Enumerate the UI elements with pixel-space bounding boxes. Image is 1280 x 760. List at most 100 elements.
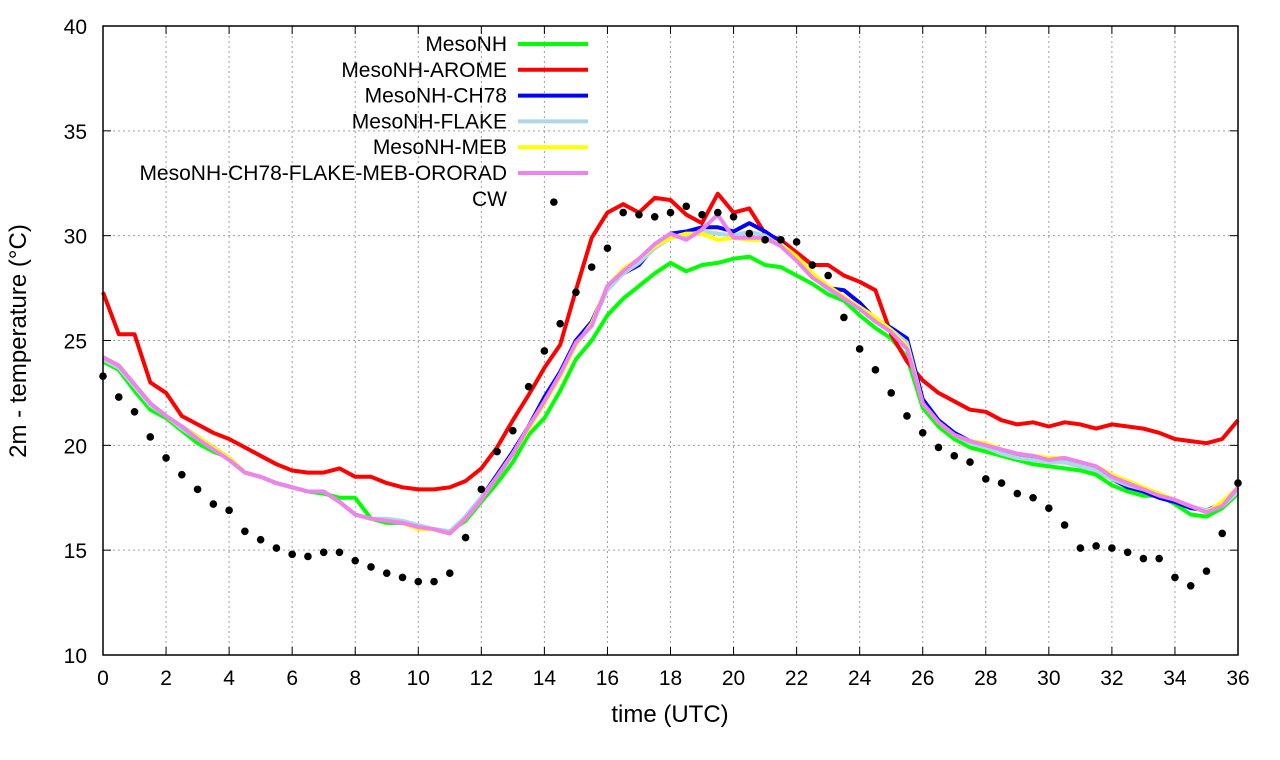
- cw-point: [241, 527, 249, 536]
- cw-point: [1155, 554, 1163, 563]
- cw-point: [950, 452, 959, 460]
- cw-point: [1060, 521, 1069, 529]
- cw-point: [824, 271, 832, 280]
- x-tick-label: 2: [160, 667, 172, 690]
- x-tick-label: 26: [911, 667, 934, 690]
- cw-point: [603, 244, 612, 253]
- x-tick-label: 14: [533, 667, 557, 690]
- cw-point: [540, 347, 549, 355]
- x-tick-label: 18: [659, 667, 682, 690]
- y-axis-label: 2m - temperature (°C): [5, 224, 32, 458]
- cw-point: [304, 552, 312, 561]
- cw-point: [777, 236, 785, 244]
- cw-point: [556, 319, 564, 328]
- cw-point: [414, 577, 423, 586]
- cw-point: [713, 208, 722, 217]
- cw-point: [1013, 489, 1022, 498]
- cw-point: [162, 454, 170, 462]
- cw-point: [509, 426, 517, 435]
- legend-label-cw: CW: [472, 188, 507, 211]
- cw-point: [587, 263, 596, 271]
- cw-point: [430, 577, 438, 586]
- cw-point: [666, 208, 675, 217]
- legend-label-mesonh-flake: MesoNH-FLAKE: [352, 110, 507, 133]
- x-tick-label: 24: [848, 667, 872, 690]
- cw-point: [550, 198, 558, 206]
- x-tick-label: 0: [97, 667, 109, 690]
- cw-point: [382, 569, 391, 578]
- cw-point: [572, 288, 580, 297]
- cw-point: [1045, 504, 1053, 513]
- cw-point: [319, 548, 328, 557]
- cw-point: [461, 533, 470, 542]
- cw-point: [792, 238, 801, 246]
- cw-point: [855, 345, 864, 353]
- legend-label-mesonh-arome: MesoNH-AROME: [341, 59, 507, 82]
- plot-frame: [102, 25, 1239, 656]
- x-axis-label: time (UTC): [611, 701, 728, 728]
- cw-point: [761, 236, 769, 244]
- cw-point: [114, 393, 123, 401]
- x-tick-label: 30: [1037, 667, 1060, 690]
- cw-point: [130, 407, 139, 416]
- cw-point: [966, 458, 974, 466]
- cw-point: [446, 569, 454, 578]
- y-tick-label: 15: [64, 540, 87, 563]
- x-tick-label: 32: [1100, 667, 1123, 690]
- cw-point: [934, 443, 943, 452]
- cw-point: [903, 412, 911, 420]
- cw-point: [1108, 544, 1116, 552]
- cw-point: [745, 229, 754, 238]
- cw-point: [367, 563, 375, 571]
- cw-point: [335, 548, 344, 557]
- y-tick-label: 35: [64, 121, 87, 144]
- cw-point: [477, 485, 486, 494]
- cw-point: [256, 535, 265, 544]
- x-tick-label: 12: [470, 667, 493, 690]
- y-tick-label: 30: [64, 226, 87, 249]
- cw-point: [1076, 544, 1085, 552]
- x-tick-label: 10: [407, 667, 430, 690]
- x-tick-label: 16: [596, 667, 619, 690]
- x-tick-label: 22: [785, 667, 808, 690]
- cw-point: [493, 447, 501, 456]
- tick-labels: 0 2 4 6 8 10 12 14 16 18 20 22 24 26 28 30 32 34 361015202…: [64, 16, 1250, 690]
- x-tick-label: 34: [1163, 667, 1187, 690]
- cw-point: [225, 506, 233, 515]
- cw-point: [1202, 567, 1211, 575]
- cw-point: [1092, 542, 1100, 550]
- cw-point: [887, 389, 895, 397]
- cw-point: [288, 550, 296, 559]
- cw-point: [871, 366, 880, 374]
- cw-point: [1123, 548, 1132, 557]
- x-tick-label: 20: [722, 667, 745, 690]
- legend-label-mesonh: MesoNH: [425, 33, 507, 56]
- x-tick-label: 6: [286, 667, 298, 690]
- cw-point: [682, 202, 691, 211]
- cw-point: [398, 573, 407, 582]
- cw-point: [351, 556, 360, 565]
- series-layer: [99, 191, 1242, 590]
- cw-point: [209, 500, 218, 508]
- cw-point: [729, 212, 738, 221]
- cw-point: [1029, 493, 1037, 502]
- cw-point: [698, 210, 706, 219]
- x-tick-label: 28: [974, 667, 997, 690]
- series-line-mesonh-meb: [102, 231, 1240, 536]
- cw-point: [272, 544, 281, 552]
- y-tick-label: 40: [64, 16, 87, 39]
- cw-point: [1139, 554, 1148, 563]
- legend-label-mesonh-ch78-flake-meb-ororad: MesoNH-CH78-FLAKE-MEB-ORORAD: [139, 162, 507, 185]
- cw-point: [178, 470, 186, 479]
- cw-point: [619, 208, 628, 217]
- cw-point: [146, 433, 155, 441]
- x-tick-label: 8: [349, 667, 361, 690]
- cw-point: [635, 210, 643, 219]
- cw-point: [808, 261, 817, 269]
- cw-point: [997, 479, 1006, 487]
- legend-label-mesonh-ch78: MesoNH-CH78: [365, 85, 507, 108]
- cw-point: [981, 475, 990, 483]
- cw-point: [1218, 529, 1227, 538]
- x-tick-label: 36: [1226, 667, 1249, 690]
